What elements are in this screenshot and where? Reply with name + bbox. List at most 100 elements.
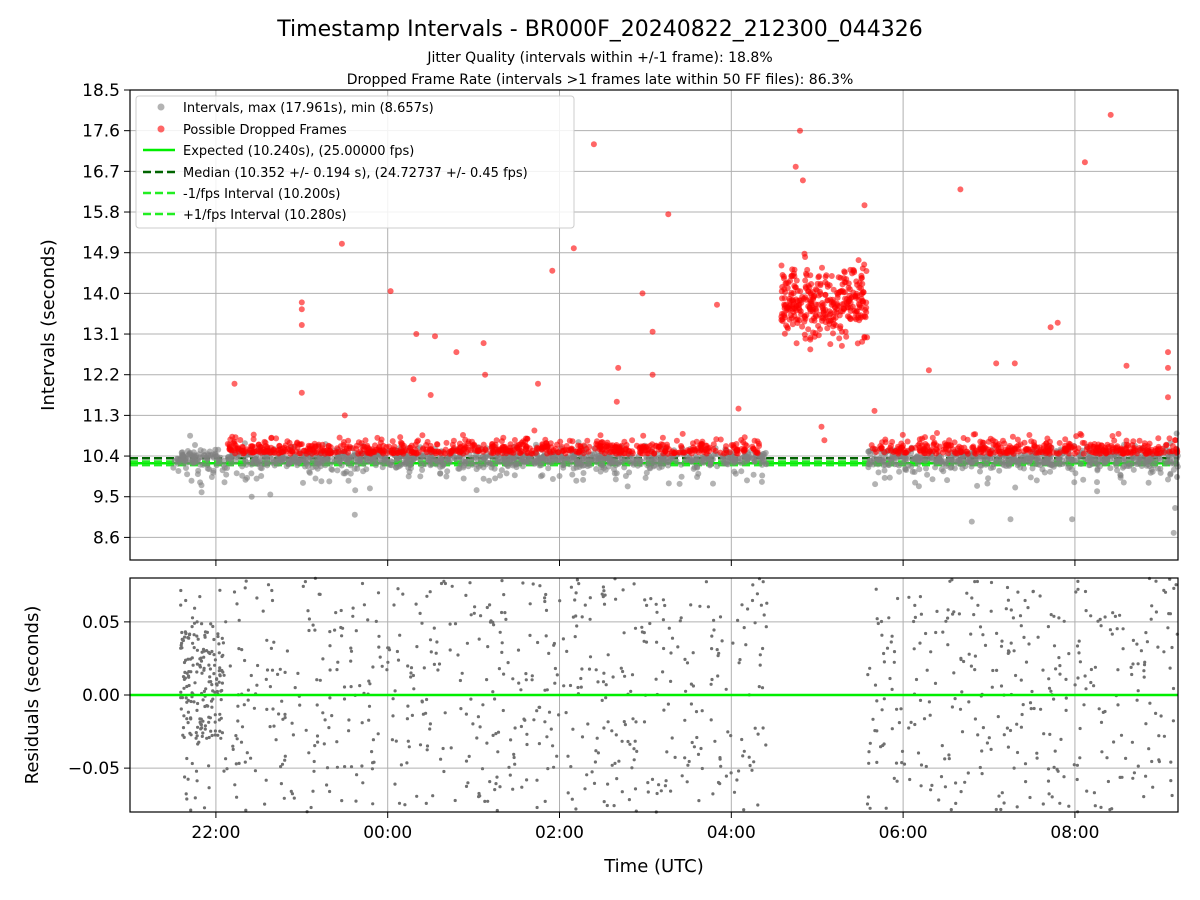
residual-point [876, 621, 880, 626]
interval-point [322, 462, 329, 469]
residual-point [933, 681, 938, 686]
residual-point [685, 780, 689, 784]
residual-point [1089, 667, 1093, 672]
residual-point [601, 585, 606, 589]
residual-point [210, 705, 214, 709]
residual-point [292, 796, 296, 800]
interval-point [306, 468, 313, 475]
residual-point [583, 787, 587, 791]
residual-point [428, 590, 432, 594]
residual-point [1118, 613, 1122, 617]
residual-point [1100, 750, 1104, 754]
residual-point [387, 646, 391, 650]
residual-point [328, 789, 332, 794]
residual-point [1058, 801, 1062, 805]
interval-point [492, 475, 499, 482]
residual-point [486, 645, 490, 649]
residual-point [927, 700, 932, 704]
residual-point [207, 764, 211, 768]
residual-point [1006, 598, 1011, 602]
residual-point [311, 789, 315, 793]
dropped-frame-point [250, 436, 257, 443]
residual-point [335, 765, 339, 769]
residual-point [239, 740, 244, 744]
residual-point [531, 582, 535, 586]
dropped-frame-point [309, 450, 315, 457]
dropped-frame-point [531, 427, 538, 434]
interval-point [242, 476, 249, 483]
residual-point [670, 636, 675, 640]
residual-point [343, 765, 347, 769]
residual-point [635, 749, 639, 754]
residual-point [935, 609, 939, 614]
dropped-frame-point [856, 302, 863, 309]
dropped-frame-point [1011, 360, 1018, 367]
residual-point [981, 633, 985, 637]
residual-point [493, 788, 497, 792]
interval-point [481, 454, 488, 461]
residual-point [189, 716, 193, 720]
interval-point [990, 461, 997, 468]
interval-point [405, 473, 412, 480]
dropped-frame-point [921, 450, 927, 456]
residual-point [304, 728, 308, 732]
y-tick-label: 15.8 [82, 203, 120, 223]
interval-point [658, 463, 665, 470]
residual-point [429, 650, 433, 654]
dropped-frame-point [678, 443, 685, 449]
residual-point [885, 646, 890, 650]
x-tick-label: 00:00 [363, 823, 412, 843]
interval-point [709, 456, 716, 463]
residual-point [555, 754, 559, 758]
dropped-frame-point [742, 441, 749, 448]
interval-point [334, 467, 341, 474]
residual-point [231, 744, 235, 748]
dropped-frame-point [298, 389, 305, 396]
residual-point [918, 641, 922, 645]
residual-point [1052, 697, 1056, 701]
residual-point [999, 684, 1004, 688]
interval-point [456, 465, 463, 472]
residual-point [303, 580, 307, 584]
residual-point [481, 703, 485, 707]
residual-point [1118, 775, 1122, 780]
dropped-frame-point [712, 447, 719, 454]
residual-point [377, 645, 381, 649]
residual-point [189, 808, 193, 812]
interval-point [239, 472, 246, 479]
residual-point [576, 685, 580, 690]
dropped-frame-point [827, 341, 834, 348]
residual-point [997, 794, 1001, 798]
residual-point [507, 765, 511, 770]
dropped-frame-point [387, 288, 394, 295]
residual-point [511, 677, 515, 681]
residual-point [243, 760, 247, 764]
residual-point [1015, 750, 1020, 755]
residual-point [240, 725, 245, 729]
residual-point [602, 800, 606, 804]
residual-point [439, 757, 443, 761]
residual-point [328, 644, 332, 648]
dropped-frame-point [503, 445, 510, 452]
residual-point [1083, 589, 1088, 594]
residual-point [220, 731, 224, 735]
residual-point [1031, 589, 1035, 593]
dropped-frame-point [410, 376, 417, 383]
interval-point [1138, 463, 1145, 469]
dropped-frame-point [1163, 442, 1170, 449]
residual-point [729, 734, 733, 738]
dropped-frame-point [788, 297, 795, 304]
dropped-frame-point [652, 443, 659, 450]
residual-point [1052, 614, 1056, 618]
interval-point [1088, 456, 1095, 463]
residual-point [683, 718, 687, 722]
residual-point [570, 797, 574, 801]
dropped-frame-point [615, 364, 622, 371]
legend-box [135, 95, 575, 229]
interval-point [1162, 460, 1169, 467]
residual-point [574, 614, 578, 618]
residual-point [716, 780, 721, 785]
dropped-frame-point [1010, 450, 1017, 457]
residual-point [200, 622, 204, 626]
dropped-frame-point [289, 448, 296, 455]
